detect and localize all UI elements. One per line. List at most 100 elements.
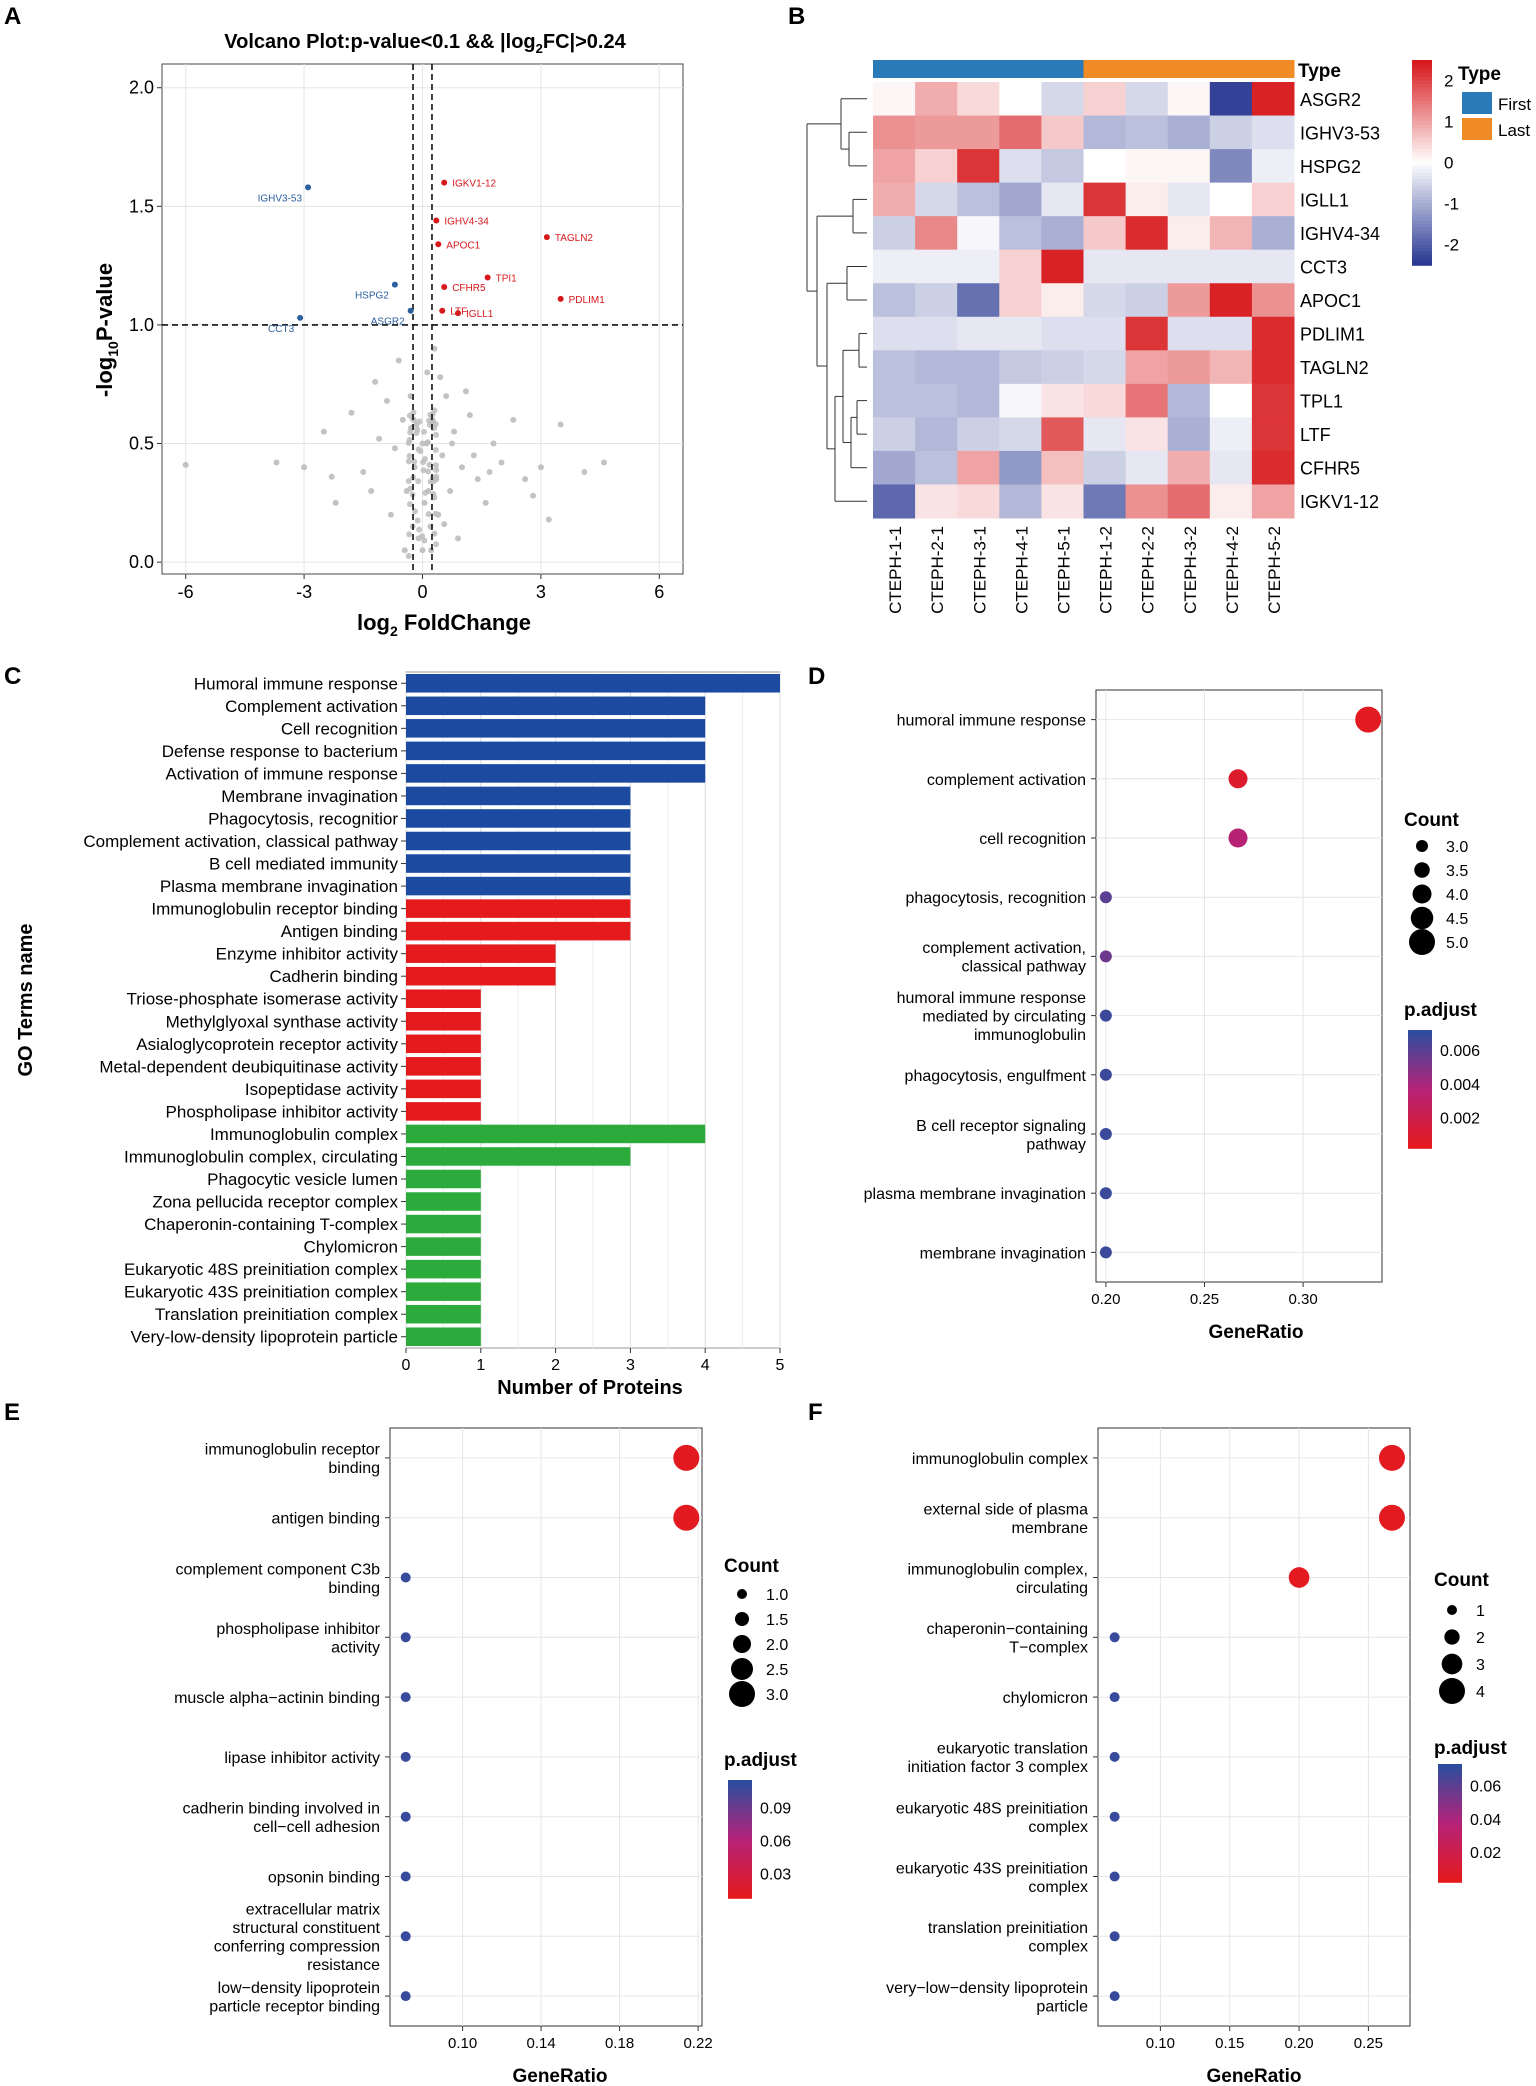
heatmap-cell	[915, 149, 958, 184]
f-count-legend-label: 4	[1476, 1684, 1485, 1701]
e-category-label: immunoglobulin receptor	[205, 1442, 381, 1459]
bar-26	[406, 1237, 481, 1256]
f-xtick-label: 0.15	[1215, 2035, 1244, 2052]
bar-xtick-label: 5	[776, 1357, 785, 1374]
f-padjust-colorbar-segment	[1438, 1867, 1462, 1871]
e-padjust-colorbar-segment	[728, 1780, 752, 1784]
d-category-label: membrane invagination	[920, 1245, 1086, 1262]
f-padjust-colorbar-segment	[1438, 1827, 1462, 1831]
bar-xlabel: Number of Proteins	[497, 1377, 683, 1399]
heatmap-cell	[873, 216, 916, 251]
heatmap-cell	[1125, 182, 1169, 217]
heatmap-cell	[1083, 216, 1127, 251]
volcano-point-ns	[360, 469, 367, 475]
bar-category-label: B cell mediated immunity	[209, 855, 398, 874]
f-padjust-colorbar-segment	[1438, 1841, 1462, 1846]
heatmap-cell	[1125, 216, 1169, 251]
heatmap-colorbar-segment	[1412, 165, 1432, 171]
bar-category-label: Complement activation, classical pathway	[83, 832, 398, 851]
f-padjust-colorbar-segment	[1438, 1764, 1462, 1768]
heatmap-cell	[1083, 383, 1127, 418]
volcano-point-ns	[455, 535, 462, 542]
heatmap-colorbar-segment	[1412, 94, 1432, 99]
f-padjust-colorbar-segment	[1438, 1863, 1462, 1867]
d-padjust-colorbar-segment	[1408, 1051, 1432, 1055]
heatmap-row-label: APOC1	[1300, 291, 1361, 311]
heatmap-colorbar-segment	[1412, 124, 1432, 130]
heatmap-cell	[1251, 182, 1295, 217]
volcano-point-ns	[348, 409, 355, 416]
heatmap-colorbar-segment	[1412, 162, 1432, 167]
e-padjust-colorbar-segment	[728, 1782, 752, 1786]
d-padjust-label: 0.002	[1440, 1111, 1480, 1128]
e-padjust-colorbar-segment	[728, 1822, 752, 1826]
heatmap-cell	[999, 249, 1042, 284]
plot-layer: -6 -3 0 3 6 0.0 0.5 1.0 1.5 2.0 IGHV3-53 HSPG2 CCT3 A…	[83, 60, 1531, 2052]
f-padjust-colorbar-segment	[1438, 1815, 1462, 1820]
heatmap-col-label: CTEPH-4-2	[1223, 526, 1242, 614]
bar-3	[406, 719, 706, 738]
e-category-label: activity	[331, 1640, 380, 1657]
heatmap-cell	[957, 283, 1000, 318]
bar-5	[406, 764, 706, 783]
volcano-point-label: CFHR5	[452, 283, 486, 294]
e-padjust-label: 0.03	[760, 1867, 791, 1884]
volcano-point-label: ASGR2	[371, 317, 405, 328]
e-xtick-label: 0.10	[448, 2035, 477, 2052]
d-padjust-colorbar-segment	[1408, 1065, 1432, 1069]
heatmap-cell	[957, 350, 1000, 385]
d-dot-7	[1099, 1068, 1112, 1081]
volcano-point-ns	[447, 487, 454, 494]
f-padjust-colorbar-segment	[1438, 1846, 1462, 1850]
volcano-xtick-label: -3	[296, 582, 312, 602]
f-padjust-colorbar-segment	[1438, 1848, 1462, 1853]
d-category-label: mediated by circulating	[922, 1009, 1086, 1026]
volcano-point-ns	[273, 459, 280, 466]
heatmap-cell	[957, 82, 1000, 117]
heatmap-col-label: CTEPH-1-2	[1097, 526, 1116, 614]
d-padjust-colorbar-segment	[1408, 1063, 1432, 1067]
heatmap-col-label: CTEPH-5-1	[1054, 526, 1073, 614]
e-padjust-colorbar-segment	[728, 1895, 752, 1899]
volcano-point-ns	[545, 516, 552, 523]
heatmap-cell	[957, 216, 1000, 251]
d-padjust-colorbar-segment	[1408, 1067, 1432, 1071]
bar-6	[406, 786, 631, 806]
volcano-point-ns	[482, 499, 489, 506]
e-padjust-colorbar-segment	[728, 1836, 752, 1840]
heatmap-colorbar-label: 0	[1444, 154, 1453, 173]
d-padjust-colorbar-segment	[1408, 1055, 1432, 1060]
d-padjust-colorbar-segment	[1408, 1034, 1432, 1038]
volcano-point-ns	[420, 467, 427, 474]
volcano-point-ns	[414, 517, 421, 524]
d-padjust-colorbar-segment	[1408, 1093, 1432, 1097]
d-dot-8	[1099, 1128, 1112, 1140]
e-dot-1	[673, 1444, 700, 1471]
volcano-point-ns	[395, 357, 402, 364]
e-padjust-colorbar-segment	[728, 1874, 752, 1878]
bar-category-label: Antigen binding	[281, 922, 398, 941]
volcano-point-ns	[486, 469, 493, 475]
heatmap-colorbar-segment	[1412, 90, 1432, 95]
volcano-point-ns	[432, 462, 439, 469]
e-padjust-title: p.adjust	[724, 1750, 798, 1771]
d-padjust-colorbar-segment	[1408, 1048, 1432, 1053]
e-padjust-colorbar-segment	[728, 1820, 752, 1824]
heatmap-cell	[1041, 350, 1084, 385]
d-padjust-colorbar-segment	[1408, 1037, 1432, 1041]
heatmap-colorbar-segment	[1412, 128, 1432, 133]
heatmap-colorbar-segment	[1412, 104, 1432, 109]
f-dot-10	[1109, 1991, 1120, 2002]
heatmap-cell	[873, 115, 916, 150]
panel-label-e: E	[4, 1399, 20, 1426]
f-plot-area	[1097, 1427, 1411, 2027]
heatmap-cell	[1209, 115, 1253, 150]
volcano-point-label: APOC1	[446, 240, 480, 251]
heatmap-cell	[1041, 182, 1084, 217]
d-dot-6	[1099, 1009, 1112, 1022]
e-dot-3	[400, 1572, 411, 1583]
f-count-legend-dot	[1439, 1678, 1465, 1704]
d-padjust-colorbar-segment	[1408, 1133, 1432, 1137]
f-padjust-colorbar-segment	[1438, 1874, 1462, 1879]
volcano-ylabel: -log10P-value	[92, 263, 121, 397]
